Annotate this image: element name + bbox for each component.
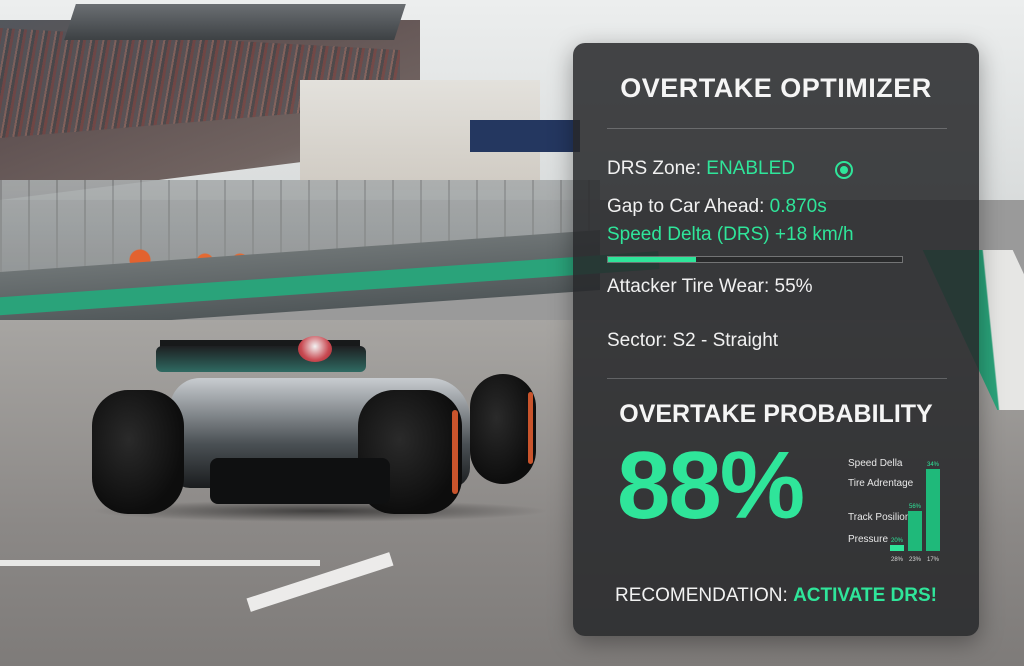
speed-delta-progress-bar xyxy=(607,256,903,263)
mini-bar-value-label: 34% xyxy=(927,462,940,468)
factor-label-tire: Tire Adrentage xyxy=(848,478,914,489)
factor-label-pressure: Pressure xyxy=(848,534,889,545)
driver-helmet xyxy=(298,336,332,362)
factor-mini-bar-chart: 20% 28% 56% 23% 34% 17% xyxy=(890,462,940,563)
mini-bar-axis-label: 28% xyxy=(891,557,904,563)
sponsor-banner xyxy=(470,120,580,152)
drs-zone-row: DRS Zone: ENABLED xyxy=(607,158,795,180)
factor-label-speed: Speed Della xyxy=(848,458,903,469)
probability-value: 88% xyxy=(617,432,805,539)
gap-value: 0.870s xyxy=(769,196,827,217)
recommendation-label: RECOMENDATION: xyxy=(615,585,788,606)
gap-label: Gap to Car Ahead: xyxy=(607,196,765,217)
drs-zone-status: ENABLED xyxy=(706,158,795,179)
speed-delta-progress-fill xyxy=(608,257,697,262)
probability-title: OVERTAKE PROBABILITY xyxy=(619,400,933,428)
grandstand-roof xyxy=(64,4,406,40)
radio-active-icon xyxy=(835,161,853,179)
sector-text: Sector: S2 - Straight xyxy=(607,330,779,351)
overtake-optimizer-panel: OVERTAKE OPTIMIZER DRS Zone: ENABLED Gap… xyxy=(573,43,979,636)
mini-bar-value-label: 56% xyxy=(909,504,922,510)
divider xyxy=(607,378,947,379)
mini-bar-axis-label: 23% xyxy=(909,557,922,563)
mini-bar xyxy=(890,545,904,551)
speed-delta-text: Speed Delta (DRS) +18 km/h xyxy=(607,224,854,245)
rear-wing-endplate xyxy=(160,340,360,348)
mini-bar xyxy=(926,469,940,551)
mini-bar-axis-label: 17% xyxy=(927,557,940,563)
rear-wing xyxy=(156,346,366,372)
rear-left-tire xyxy=(92,390,184,514)
drs-zone-label: DRS Zone: xyxy=(607,158,701,179)
mini-bar-value-label: 20% xyxy=(891,538,904,544)
recommendation-action: ACTIVATE DRS! xyxy=(793,585,937,606)
divider xyxy=(607,128,947,129)
factor-label-track: Track Posilion xyxy=(848,512,911,523)
formula-car xyxy=(90,318,560,522)
panel-title: OVERTAKE OPTIMIZER xyxy=(620,73,932,103)
diffuser xyxy=(210,458,390,504)
front-right-tire xyxy=(470,374,536,484)
tire-wear-text: Attacker Tire Wear: 55% xyxy=(607,276,813,297)
track-marking xyxy=(0,560,320,566)
mini-bar xyxy=(908,511,922,551)
recommendation: RECOMENDATION: ACTIVATE DRS! xyxy=(573,585,979,607)
gap-row: Gap to Car Ahead: 0.870s xyxy=(607,196,827,218)
